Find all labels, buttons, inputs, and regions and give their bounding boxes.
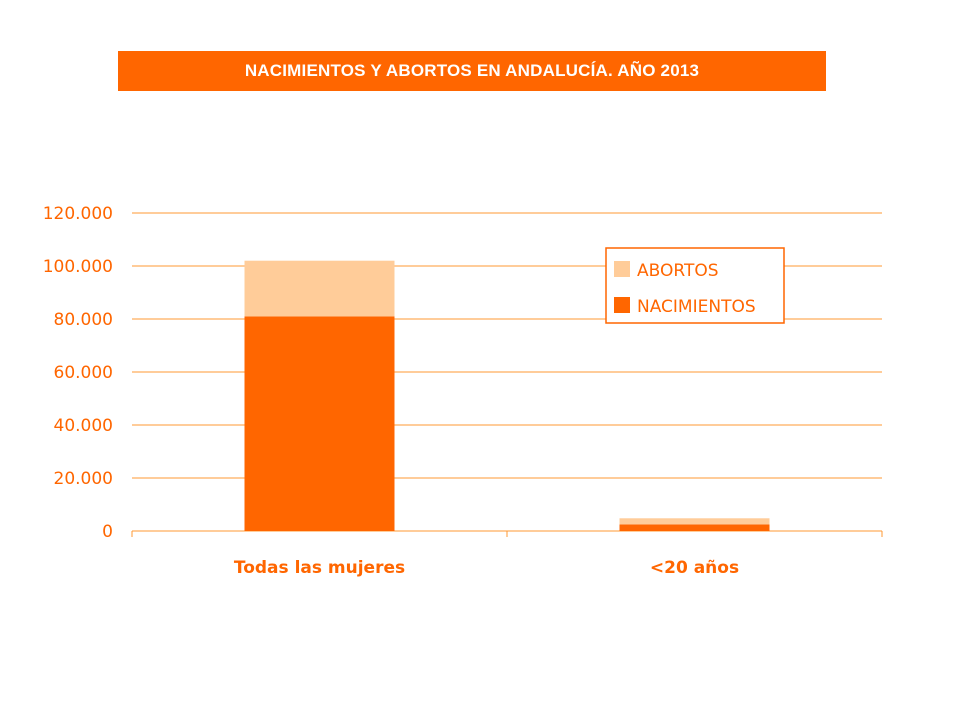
x-category-label: Todas las mujeres — [234, 558, 405, 578]
y-tick-label: 40.000 — [54, 416, 113, 436]
bar-abortos-0 — [244, 260, 395, 317]
y-tick-label: 20.000 — [54, 469, 113, 489]
bar-nacimientos-1 — [619, 524, 770, 531]
y-tick-label: 120.000 — [43, 204, 113, 224]
legend-label: ABORTOS — [637, 261, 719, 281]
bar-nacimientos-0 — [244, 316, 395, 531]
legend-box — [605, 247, 785, 324]
y-tick-label: 0 — [102, 522, 113, 542]
legend-label: NACIMIENTOS — [637, 297, 756, 317]
legend-swatch — [614, 261, 630, 277]
bar-abortos-1 — [619, 518, 770, 525]
x-category-label: <20 años — [650, 558, 739, 578]
y-tick-label: 60.000 — [54, 363, 113, 383]
y-tick-label: 80.000 — [54, 310, 113, 330]
chart-title-banner: NACIMIENTOS Y ABORTOS EN ANDALUCÍA. AÑO … — [118, 51, 826, 91]
y-tick-label: 100.000 — [43, 257, 113, 277]
legend-swatch — [614, 297, 630, 313]
chart-title: NACIMIENTOS Y ABORTOS EN ANDALUCÍA. AÑO … — [244, 61, 700, 80]
